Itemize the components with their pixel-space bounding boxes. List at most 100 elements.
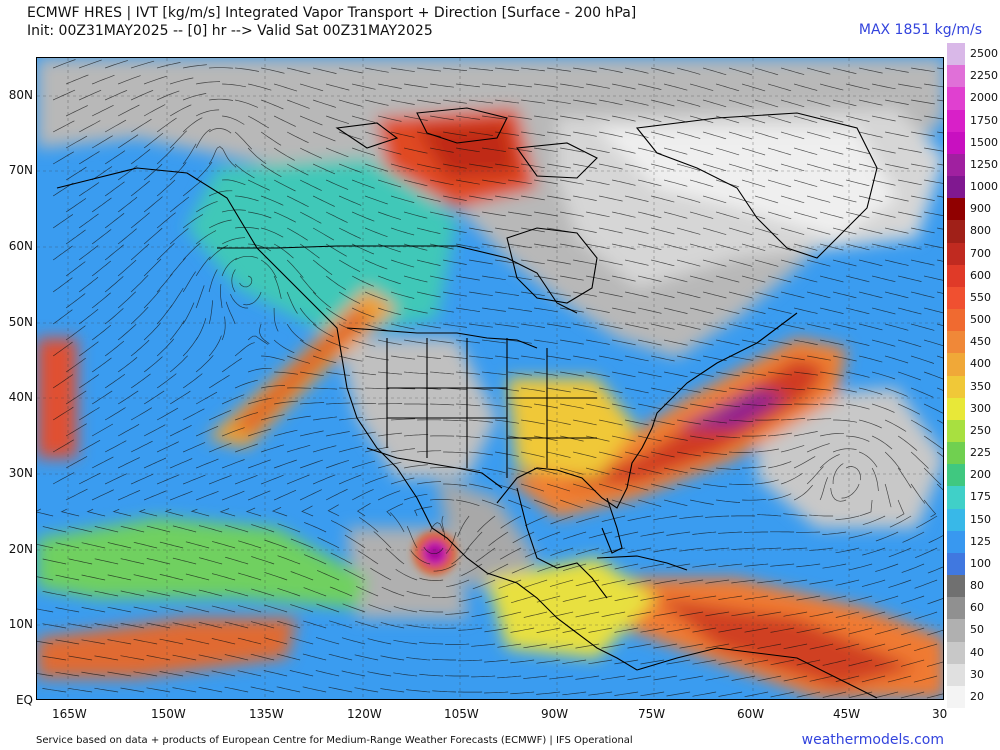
latitude-label: 80N <box>8 88 33 102</box>
streamline <box>690 307 714 315</box>
streamline <box>352 402 377 405</box>
streamline <box>820 243 844 251</box>
streamline <box>482 467 506 474</box>
streamline <box>260 99 284 110</box>
streamline <box>286 259 304 278</box>
streamline <box>78 276 99 293</box>
streamline <box>822 627 847 634</box>
streamline <box>796 691 821 698</box>
streamline <box>640 531 665 537</box>
streamline <box>325 211 348 223</box>
streamline <box>716 83 740 92</box>
streamline <box>456 83 480 88</box>
streamline <box>524 547 548 558</box>
longitude-label: 30 <box>932 707 948 721</box>
streamline <box>534 115 558 120</box>
streamline <box>744 563 769 567</box>
streamline <box>146 622 171 629</box>
streamline <box>273 459 297 469</box>
streamline <box>833 355 857 362</box>
streamline <box>820 432 844 437</box>
streamline <box>653 579 678 585</box>
streamline <box>260 163 282 178</box>
streamline <box>601 675 626 680</box>
streamline <box>914 579 938 589</box>
streamline <box>185 670 210 677</box>
streamline <box>807 67 831 75</box>
streamline <box>234 255 259 261</box>
streamline <box>614 691 639 696</box>
streamline <box>716 307 740 315</box>
streamline <box>42 590 67 597</box>
streamline <box>731 579 756 584</box>
streamline <box>677 163 701 171</box>
streamline <box>547 419 571 425</box>
streamline <box>508 115 532 120</box>
streamline <box>273 147 295 161</box>
streamline <box>900 691 925 699</box>
streamline <box>807 99 831 107</box>
streamline <box>164 508 184 517</box>
streamline <box>586 243 610 250</box>
streamline <box>807 163 831 171</box>
streamline <box>469 67 494 71</box>
streamline <box>286 131 309 144</box>
streamline <box>443 259 467 265</box>
streamline <box>55 607 80 613</box>
streamline <box>859 227 883 235</box>
streamline <box>393 606 418 613</box>
streamline <box>406 590 431 597</box>
streamline <box>833 259 857 267</box>
streamline <box>742 435 767 437</box>
streamline <box>690 243 714 251</box>
streamline <box>534 211 558 217</box>
streamline <box>679 643 704 649</box>
streamline <box>780 131 805 140</box>
streamline <box>251 588 275 597</box>
streamline <box>926 693 943 699</box>
streamline <box>359 517 379 533</box>
streamline <box>68 558 93 565</box>
streamline <box>195 318 207 341</box>
streamline <box>497 675 522 679</box>
streamline <box>783 579 808 584</box>
streamline <box>560 403 584 409</box>
streamline <box>120 558 145 565</box>
streamline <box>182 271 196 293</box>
streamline <box>888 579 912 588</box>
site-link[interactable]: weathermodels.com <box>801 732 944 748</box>
streamline <box>274 400 298 405</box>
streamline <box>588 691 613 696</box>
streamline <box>703 99 727 108</box>
streamline <box>312 163 336 175</box>
streamline <box>221 237 246 245</box>
streamline <box>339 99 363 107</box>
streamline <box>754 99 779 108</box>
streamline <box>780 99 805 108</box>
streamline <box>302 686 327 693</box>
streamline <box>303 554 327 565</box>
colorbar-segment <box>947 397 965 421</box>
ivt-map[interactable] <box>36 57 944 700</box>
streamline <box>862 515 886 526</box>
streamline <box>430 339 454 344</box>
streamline <box>612 147 636 154</box>
streamline <box>612 403 636 410</box>
streamline <box>484 627 509 633</box>
streamline <box>703 451 728 455</box>
streamline <box>511 595 535 604</box>
streamline <box>612 307 636 314</box>
streamline <box>547 451 571 458</box>
streamline <box>731 675 756 681</box>
streamline <box>754 163 779 172</box>
streamline <box>679 547 704 552</box>
streamline <box>677 451 701 457</box>
streamline <box>117 323 137 341</box>
streamline <box>287 415 311 421</box>
streamline <box>391 418 416 421</box>
streamline <box>901 595 925 604</box>
streamline <box>104 276 124 293</box>
streamline <box>586 467 610 475</box>
streamline <box>572 483 597 492</box>
streamline <box>390 477 415 485</box>
